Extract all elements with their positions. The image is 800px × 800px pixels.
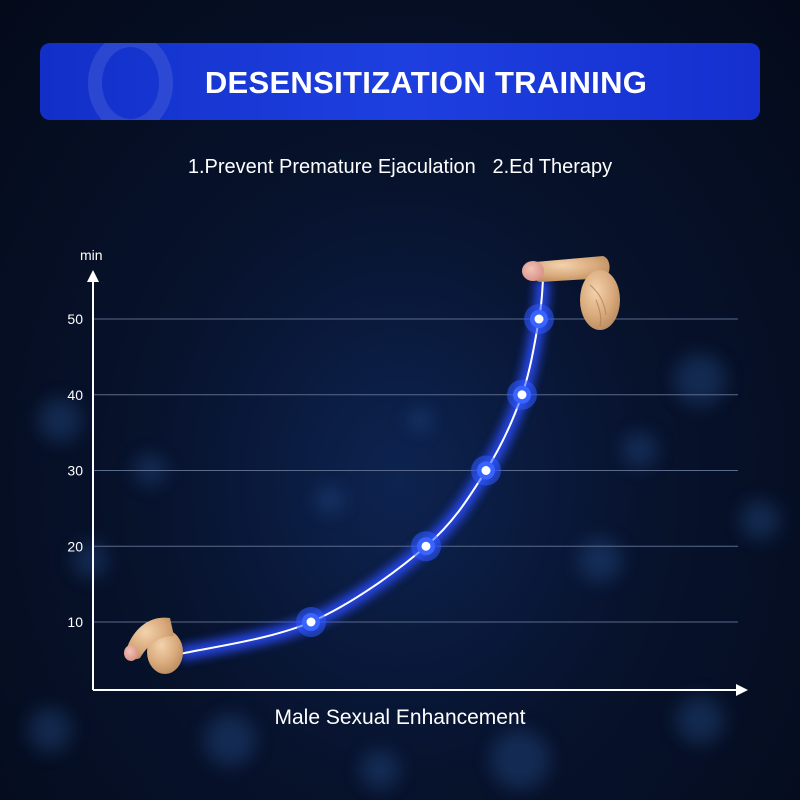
x-axis-label: Male Sexual Enhancement	[275, 706, 526, 729]
data-point	[471, 455, 501, 486]
data-point	[507, 379, 537, 410]
banner-decoration	[88, 43, 173, 120]
data-point-marker	[306, 617, 316, 627]
data-point	[296, 607, 326, 637]
y-tick-label: 40	[67, 387, 83, 403]
data-point	[524, 304, 554, 334]
y-tick-label: 20	[67, 538, 83, 554]
title-banner: DESENSITIZATION TRAINING	[40, 43, 760, 120]
y-axis-label: min	[80, 247, 103, 263]
y-tick-label: 50	[67, 311, 83, 327]
data-point-marker	[517, 390, 527, 400]
subtitle: 1.Prevent Premature Ejaculation 2.Ed The…	[187, 156, 613, 178]
y-tick-label: 10	[67, 614, 83, 630]
y-tick-label: 30	[67, 463, 83, 479]
data-point-marker	[481, 466, 491, 475]
data-point-marker	[421, 541, 431, 551]
data-point	[411, 531, 441, 562]
flaccid-illustration	[124, 617, 183, 674]
erect-illustration	[522, 256, 620, 330]
data-point-marker	[534, 314, 544, 324]
page-title: DESENSITIZATION TRAINING	[204, 65, 648, 100]
